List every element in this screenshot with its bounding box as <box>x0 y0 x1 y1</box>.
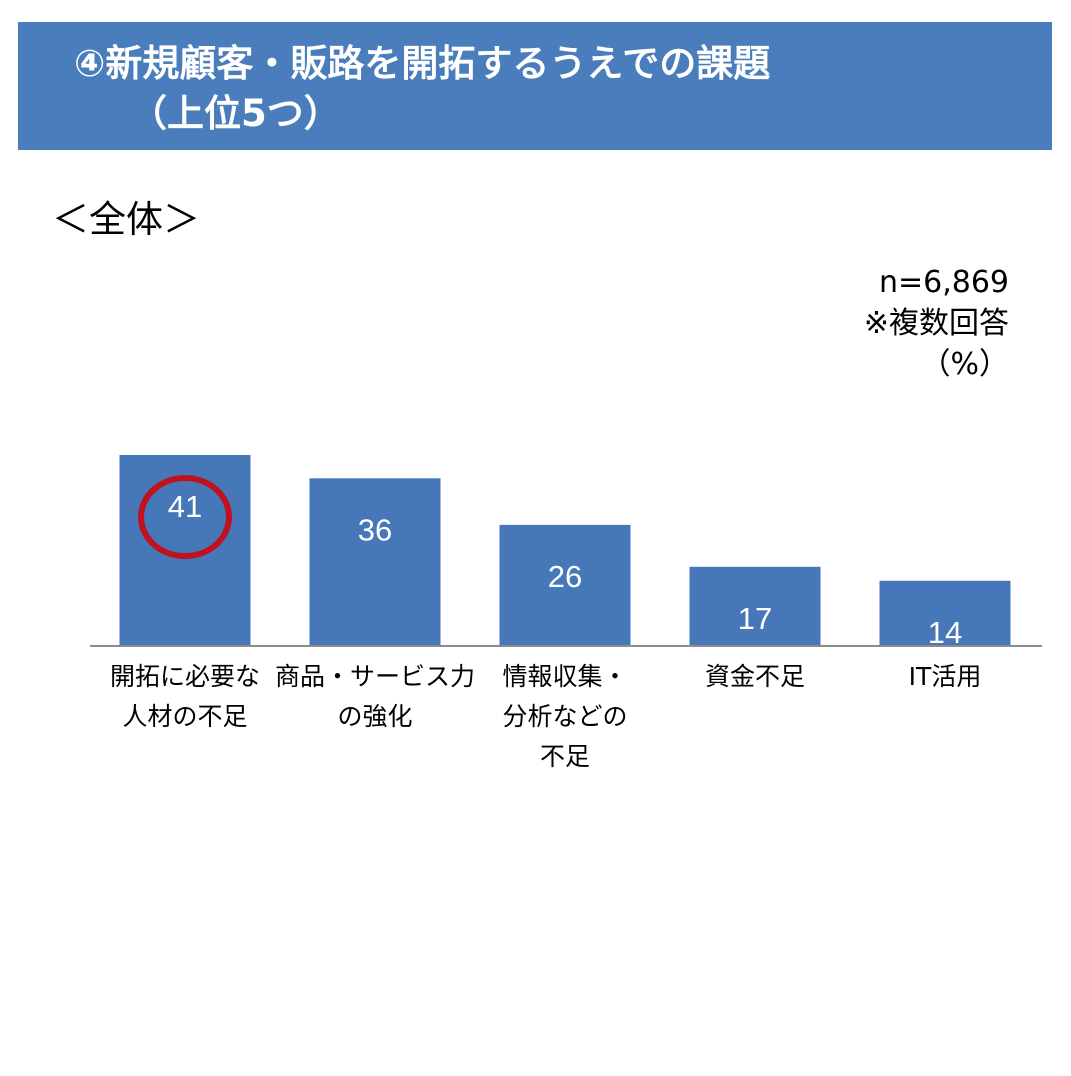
category-label-3-line-1: 情報収集・ <box>502 662 627 691</box>
bar-value-label-5: 14 <box>928 615 962 650</box>
sample-size: n=6,869 <box>878 265 1009 300</box>
category-label-2-line-1: 商品・サービス力 <box>275 662 475 691</box>
category-label-3-line-3: 不足 <box>540 742 590 771</box>
category-label-1-line-2: 人材の不足 <box>122 702 247 731</box>
bar-3 <box>499 524 631 646</box>
category-label-4-line-1: 資金不足 <box>705 662 805 691</box>
bar-value-label-4: 17 <box>738 601 772 636</box>
section-label: ＜全体＞ <box>52 198 200 241</box>
category-label-1-line-1: 開拓に必要な <box>110 662 260 691</box>
category-label-5-line-1: IT活用 <box>909 662 982 691</box>
bar-4 <box>689 566 821 646</box>
bar-value-label-2: 36 <box>358 512 392 547</box>
page-title: ④新規顧客・販路を開拓するうえでの課題 <box>74 42 771 85</box>
bar-value-label-1: 41 <box>168 489 202 524</box>
chart-notes: n=6,869 ※複数回答 （%） <box>864 262 1009 385</box>
category-label-2-line-2: の強化 <box>337 702 412 731</box>
unit-label: （%） <box>920 347 1009 382</box>
bar-value-label-3: 26 <box>548 559 582 594</box>
bar-1 <box>119 455 251 646</box>
page-subtitle: （上位5つ） <box>130 92 341 135</box>
bar-2 <box>309 478 441 646</box>
multiple-answer-note: ※複数回答 <box>863 306 1009 341</box>
bar-5 <box>879 580 1011 646</box>
highlight-circle <box>138 475 232 559</box>
category-label-3-line-2: 分析などの <box>502 702 627 731</box>
header-banner: ④新規顧客・販路を開拓するうえでの課題 （上位5つ） <box>18 22 1052 150</box>
